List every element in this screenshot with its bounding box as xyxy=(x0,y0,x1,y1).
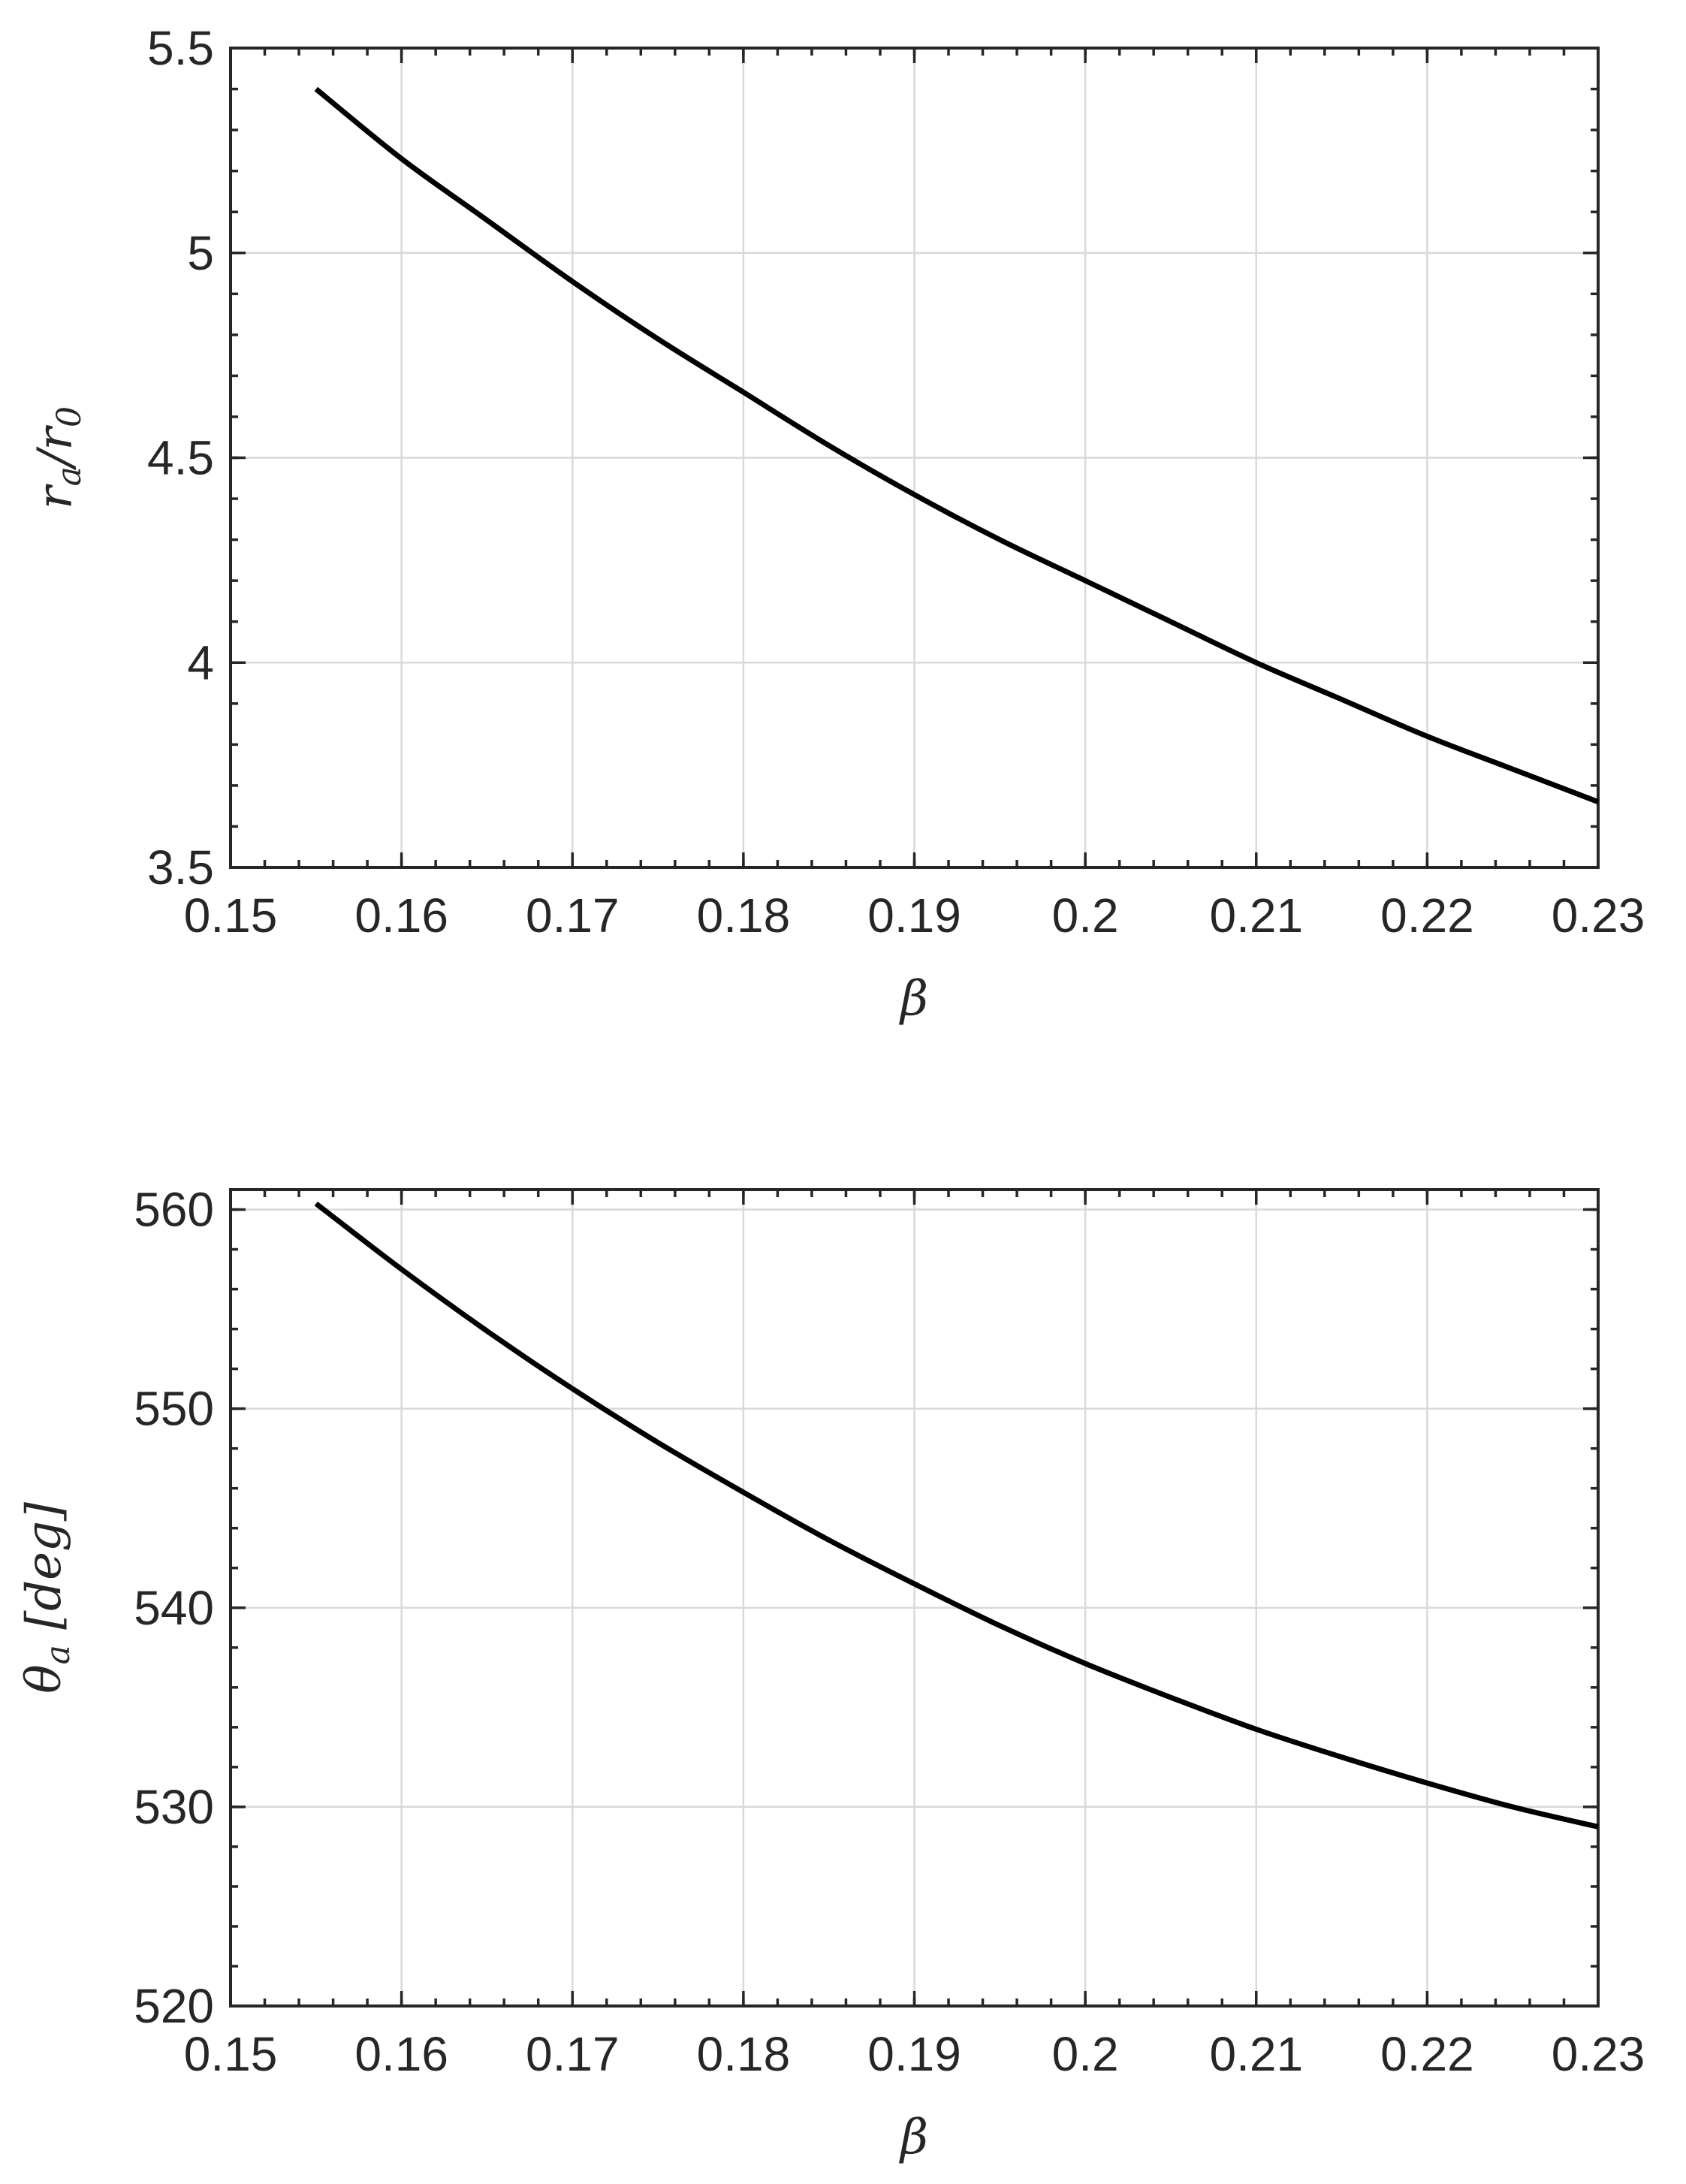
x-tick-label: 0.15 xyxy=(184,2027,278,2081)
x-tick-label: 0.16 xyxy=(354,888,448,943)
y-label-slash-top: /r xyxy=(28,425,83,472)
x-tick-label: 0.16 xyxy=(354,2027,448,2081)
x-axis-label-bottom: β xyxy=(899,2110,928,2165)
x-tick-label: 0.19 xyxy=(867,2027,961,2081)
ticks-top xyxy=(229,47,1600,869)
y-axis-label-top: ra/r0 xyxy=(28,406,89,509)
y-label-sub1-top: a xyxy=(50,466,89,486)
y-tick-label: 560 xyxy=(134,1183,214,1237)
y-tick-labels-bottom: 520 530 540 550 560 xyxy=(134,1183,214,2033)
y-tick-label: 5.5 xyxy=(147,21,214,75)
x-tick-label: 0.15 xyxy=(184,888,278,943)
y-tick-label: 550 xyxy=(134,1382,214,1436)
series-bottom xyxy=(314,1201,1599,1830)
x-tick-label: 0.22 xyxy=(1380,888,1474,943)
y-tick-label: 520 xyxy=(134,1979,214,2033)
series-line xyxy=(314,86,1600,804)
y-tick-label: 3.5 xyxy=(147,840,214,894)
grid-top xyxy=(231,48,1598,867)
series-top xyxy=(314,86,1600,804)
x-axis-label-top: β xyxy=(899,971,928,1027)
y-label-sub1-bottom: a xyxy=(39,1645,77,1664)
y-tick-label: 4 xyxy=(187,635,214,689)
y-tick-label: 530 xyxy=(134,1780,214,1834)
y-tick-label: 540 xyxy=(134,1581,214,1635)
x-tick-label: 0.2 xyxy=(1052,2027,1119,2081)
x-tick-label: 0.17 xyxy=(526,2027,620,2081)
chart-top: 0.15 0.16 0.17 0.18 0.19 0.2 0.21 0.22 0.23 3.5 4… xyxy=(28,21,1645,1027)
x-tick-label: 0.23 xyxy=(1552,2027,1645,2081)
x-tick-label: 0.19 xyxy=(867,888,961,943)
x-tick-label: 0.21 xyxy=(1209,2027,1303,2081)
ticks-bottom xyxy=(229,1190,1600,2008)
x-tick-labels-bottom: 0.15 0.16 0.17 0.18 0.19 0.2 0.21 0.22 0.23 xyxy=(184,2027,1645,2081)
y-label-main-bottom: θ xyxy=(17,1664,72,1694)
x-tick-label: 0.2 xyxy=(1052,888,1119,943)
x-tick-label: 0.22 xyxy=(1380,2027,1474,2081)
y-tick-labels-top: 3.5 4 4.5 5 5.5 xyxy=(147,21,214,894)
chart-bottom: 0.15 0.16 0.17 0.18 0.19 0.2 0.21 0.22 0.23 5205… xyxy=(17,1183,1645,2165)
grid-bottom xyxy=(231,1190,1598,2006)
x-tick-label: 0.21 xyxy=(1209,888,1303,943)
y-label-sub2-top: 0 xyxy=(50,406,89,427)
x-tick-labels-top: 0.15 0.16 0.17 0.18 0.19 0.2 0.21 0.22 0.23 xyxy=(184,888,1645,943)
y-label-main-top: r xyxy=(28,484,83,509)
series-line xyxy=(314,1201,1599,1830)
y-tick-label: 4.5 xyxy=(147,431,214,485)
y-label-rest-bottom: [deg] xyxy=(17,1501,72,1645)
x-tick-label: 0.18 xyxy=(697,2027,791,2081)
y-tick-label: 5 xyxy=(187,226,214,280)
x-tick-label: 0.23 xyxy=(1552,888,1645,943)
x-tick-label: 0.17 xyxy=(526,888,620,943)
x-tick-label: 0.18 xyxy=(697,888,791,943)
y-axis-label-bottom: θa [deg] xyxy=(17,1501,77,1694)
